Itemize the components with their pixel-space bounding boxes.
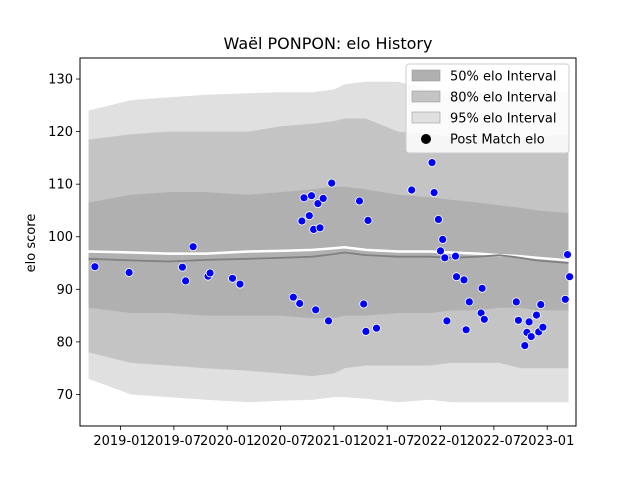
data-point	[311, 305, 321, 315]
chart-title: Waël PONPON: elo History	[224, 34, 433, 53]
data-point	[363, 215, 373, 225]
data-point	[407, 185, 417, 195]
data-point	[235, 279, 245, 289]
data-point	[560, 294, 570, 304]
mean-line	[88, 251, 569, 264]
data-point	[479, 314, 489, 324]
y-tick-label: 120	[48, 125, 73, 140]
x-tick-label: 2020-07	[253, 434, 307, 449]
data-point	[538, 322, 548, 332]
data-point	[511, 297, 521, 307]
data-point	[327, 178, 337, 188]
data-point	[438, 234, 448, 244]
y-tick-label: 80	[56, 335, 73, 350]
data-point	[477, 283, 487, 293]
x-tick-label: 2021-07	[360, 434, 414, 449]
legend-label: Post Match elo	[450, 133, 545, 148]
data-point	[514, 315, 523, 325]
data-point	[315, 223, 325, 233]
data-point	[90, 262, 100, 272]
legend-swatch	[411, 90, 441, 103]
data-point	[440, 253, 450, 263]
y-tick-label: 70	[56, 388, 73, 403]
y-tick-label: 110	[48, 178, 73, 193]
data-point	[324, 316, 333, 326]
data-point	[451, 251, 460, 261]
x-tick-label: 2022-01	[413, 434, 467, 449]
data-point	[124, 268, 134, 277]
y-tick-label: 90	[56, 283, 73, 298]
data-point	[524, 317, 534, 327]
x-tick-label: 2022-07	[467, 434, 521, 449]
data-point	[520, 341, 530, 351]
data-point	[461, 325, 471, 335]
y-tick-label: 100	[48, 230, 73, 245]
data-point	[304, 211, 314, 221]
x-tick-label: 2019-01	[93, 434, 147, 449]
axes-frame	[79, 57, 577, 427]
legend: 50% elo Interval 80% elo Interval 95% elo …	[405, 63, 570, 154]
legend-label: 50% elo Interval	[450, 70, 557, 85]
data-point	[188, 242, 198, 252]
data-point	[205, 268, 215, 278]
data-point	[464, 297, 474, 307]
data-point	[313, 199, 323, 209]
legend-label: 95% elo Interval	[450, 112, 557, 127]
legend-marker	[421, 134, 431, 144]
legend-swatch	[411, 111, 441, 124]
axes: 2019-01 2019-07 2020-01 2020-07 2021-01 2021-…	[48, 57, 577, 449]
data-point	[459, 275, 469, 285]
band-50	[88, 186, 569, 319]
data-point	[429, 188, 439, 198]
data-point	[372, 323, 381, 333]
data-point	[288, 292, 298, 302]
data-point	[297, 216, 307, 226]
data-point	[299, 193, 309, 203]
y-tick-label: 130	[48, 73, 73, 88]
data-point	[436, 246, 445, 256]
data-point	[433, 214, 443, 224]
x-tick-label: 2020-01	[200, 434, 254, 449]
legend-label: 80% elo Interval	[450, 91, 557, 106]
data-point	[307, 191, 316, 201]
x-tick-label: 2019-07	[147, 434, 201, 449]
y-axis-label: elo score	[24, 214, 39, 273]
data-point	[526, 332, 536, 342]
data-point	[563, 250, 572, 260]
data-point	[565, 272, 574, 282]
x-tick-label: 2021-01	[307, 434, 361, 449]
data-point	[228, 273, 237, 283]
plot-area	[88, 81, 574, 403]
legend-box	[405, 63, 570, 154]
data-point	[452, 272, 461, 282]
data-point	[442, 316, 452, 326]
data-point	[361, 326, 371, 336]
data-point	[355, 196, 364, 206]
data-point	[295, 299, 305, 308]
data-point	[532, 310, 541, 320]
plot-content	[88, 81, 574, 403]
data-point	[359, 299, 369, 309]
data-point	[177, 262, 187, 272]
data-point	[427, 158, 437, 168]
data-point	[318, 193, 328, 203]
data-point	[181, 276, 191, 286]
data-point	[536, 300, 546, 310]
legend-swatch	[411, 69, 441, 82]
x-tick-label: 2023-01	[520, 434, 574, 449]
